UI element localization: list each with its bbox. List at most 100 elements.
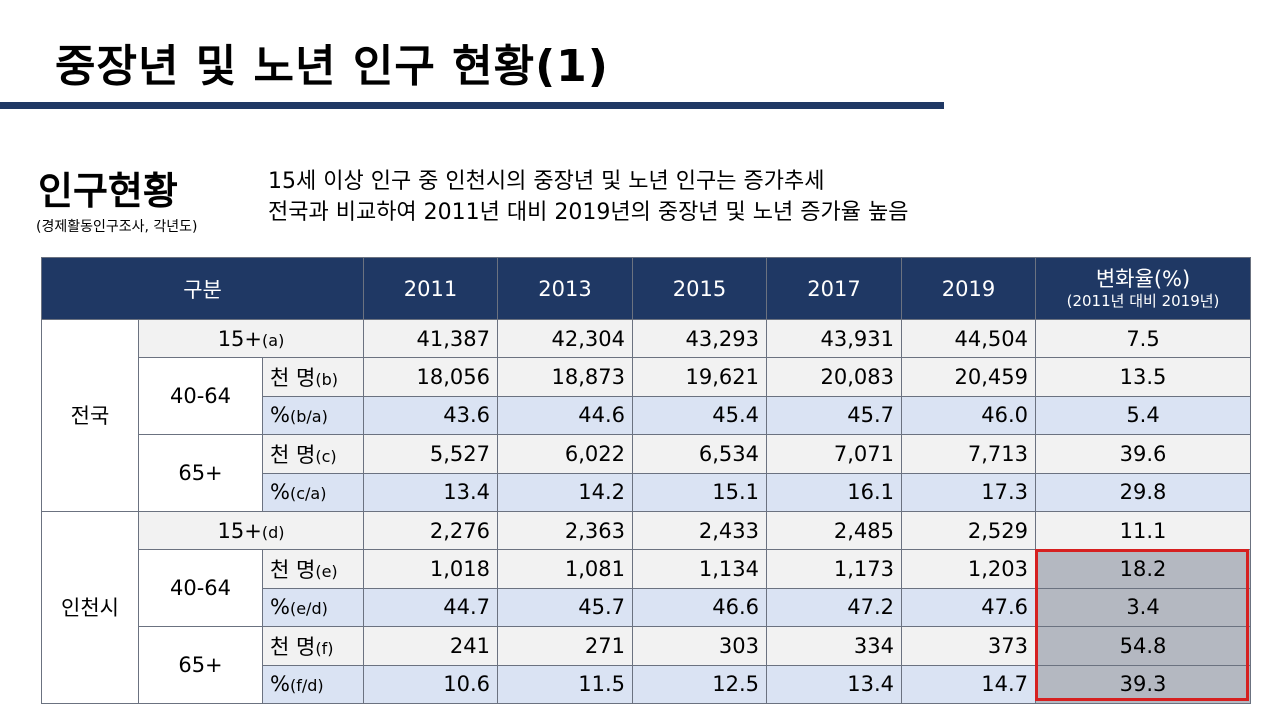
header-change: 변화율(%) (2011년 대비 2019년) [1035,257,1252,320]
header-year-2017: 2017 [766,257,903,320]
value-cell: 10.6 [363,664,499,705]
value-cell: 2,276 [363,510,499,551]
unit-label: %(b/a) [261,395,365,436]
header-category: 구분 [40,257,365,320]
unit-label: 천 명(f) [261,626,365,666]
table-row: %(b/a) 43.6 44.6 45.4 45.7 46.0 5.4 [42,395,1252,436]
value-cell: 43,293 [632,318,768,359]
unit-text: 천 명 [270,558,316,583]
header-change-sublabel: (2011년 대비 2019년) [1066,291,1220,310]
value-cell: 45.4 [632,395,768,436]
change-cell: 5.4 [1035,395,1252,436]
unit-label: %(f/d) [261,664,365,705]
unit-suffix: (e/d) [289,599,328,619]
header-year-2011: 2011 [363,257,499,320]
unit-label: %(e/d) [261,587,365,628]
group-label: 전국 [41,319,139,512]
header-change-label: 변화율(%) [1095,266,1191,291]
header-year-2019: 2019 [901,257,1037,320]
table-row: 인천시 15+(d) 2,276 2,363 2,433 2,485 2,529 11.1 [41,510,1252,705]
change-cell: 39.6 [1035,434,1252,474]
table-row: 전국 15+(a) 41,387 42,304 43,293 43,931 44,504 7.… [41,318,1252,512]
table-row: %(f/d) 10.6 11.5 12.5 13.4 14.7 39.3 [42,664,1252,705]
value-cell: 14.2 [497,472,634,512]
value-cell: 1,018 [363,549,499,589]
table-row: 40-64 천 명(e) 1,018 1,081 1,134 1,173 1,203 18.2 [42,549,1252,628]
change-cell: 29.8 [1035,472,1252,512]
table-row: 40-64 천 명(b) 18,056 18,873 19,621 20,083 20,45… [42,357,1252,436]
change-cell: 3.4 [1035,587,1252,628]
value-cell: 41,387 [363,318,499,359]
table-row: 65+ 천 명(f) 241 271 303 334 373 54.8 [42,626,1252,704]
unit-text: 천 명 [270,442,316,467]
unit-text: % [270,480,290,505]
unit-label: %(c/a) [261,472,365,512]
row-label: 15+(a) [137,318,365,359]
summary-line-2: 전국과 비교하여 2011년 대비 2019년의 중장년 및 노년 증가율 높음 [268,200,909,225]
title-underline [0,102,944,109]
value-cell: 47.6 [901,587,1037,628]
value-cell: 2,485 [766,510,903,551]
age-group-label: 65+ [138,434,263,512]
value-cell: 16.1 [766,472,903,512]
value-cell: 42,304 [497,318,634,359]
value-cell: 43,931 [766,318,903,359]
unit-suffix: (b) [315,370,338,390]
unit-text: 천 명 [270,634,316,659]
value-cell: 44.6 [497,395,634,436]
unit-suffix: (f/d) [289,676,324,696]
unit-suffix: (c/a) [289,484,327,504]
value-cell: 1,134 [632,549,768,589]
value-cell: 7,713 [901,434,1037,474]
value-cell: 2,529 [901,510,1037,551]
change-cell: 7.5 [1035,318,1252,359]
change-cell: 54.8 [1035,626,1252,666]
unit-label: 천 명(c) [261,434,365,474]
change-cell: 11.1 [1035,510,1252,551]
value-cell: 6,022 [497,434,634,474]
value-cell: 47.2 [766,587,903,628]
value-cell: 303 [632,626,768,666]
age-group-label: 65+ [138,626,263,704]
value-cell: 6,534 [632,434,768,474]
unit-text: % [270,672,290,697]
header-year-2015: 2015 [632,257,768,320]
value-cell: 46.0 [901,395,1037,436]
value-cell: 18,056 [363,357,499,397]
value-cell: 45.7 [497,587,634,628]
value-cell: 14.7 [901,664,1037,705]
value-cell: 2,433 [632,510,768,551]
value-cell: 13.4 [363,472,499,512]
header-year-2013: 2013 [497,257,634,320]
row-label-suffix: (d) [261,522,285,542]
value-cell: 2,363 [497,510,634,551]
value-cell: 1,173 [766,549,903,589]
table-row: %(e/d) 44.7 45.7 46.6 47.2 47.6 3.4 [42,587,1252,628]
age-group-label: 40-64 [138,357,263,436]
value-cell: 44.7 [363,587,499,628]
value-cell: 20,459 [901,357,1037,397]
unit-text: % [270,403,290,428]
value-cell: 1,203 [901,549,1037,589]
unit-label: 천 명(e) [261,549,365,589]
table-row: %(c/a) 13.4 14.2 15.1 16.1 17.3 29.8 [42,472,1252,512]
value-cell: 271 [497,626,634,666]
population-table: 구분 2011 2013 2015 2017 2019 변화율(%) (2011… [40,257,1252,705]
value-cell: 20,083 [766,357,903,397]
unit-label: 천 명(b) [261,357,365,397]
value-cell: 5,527 [363,434,499,474]
value-cell: 44,504 [901,318,1037,359]
unit-suffix: (f) [315,638,334,658]
unit-text: % [270,595,290,620]
value-cell: 1,081 [497,549,634,589]
table-body: 전국 15+(a) 41,387 42,304 43,293 43,931 44,504 7.… [41,318,1252,705]
value-cell: 45.7 [766,395,903,436]
value-cell: 11.5 [497,664,634,705]
unit-suffix: (c) [315,446,337,466]
table-row: 65+ 천 명(c) 5,527 6,022 6,534 7,071 7,713 39.6 [42,434,1252,512]
section-title: 인구현황 [38,169,178,213]
change-cell: 39.3 [1035,664,1252,705]
value-cell: 373 [901,626,1037,666]
summary-text: 15세 이상 인구 중 인천시의 중장년 및 노년 인구는 증가추세 전국과 비… [268,166,908,228]
value-cell: 43.6 [363,395,499,436]
